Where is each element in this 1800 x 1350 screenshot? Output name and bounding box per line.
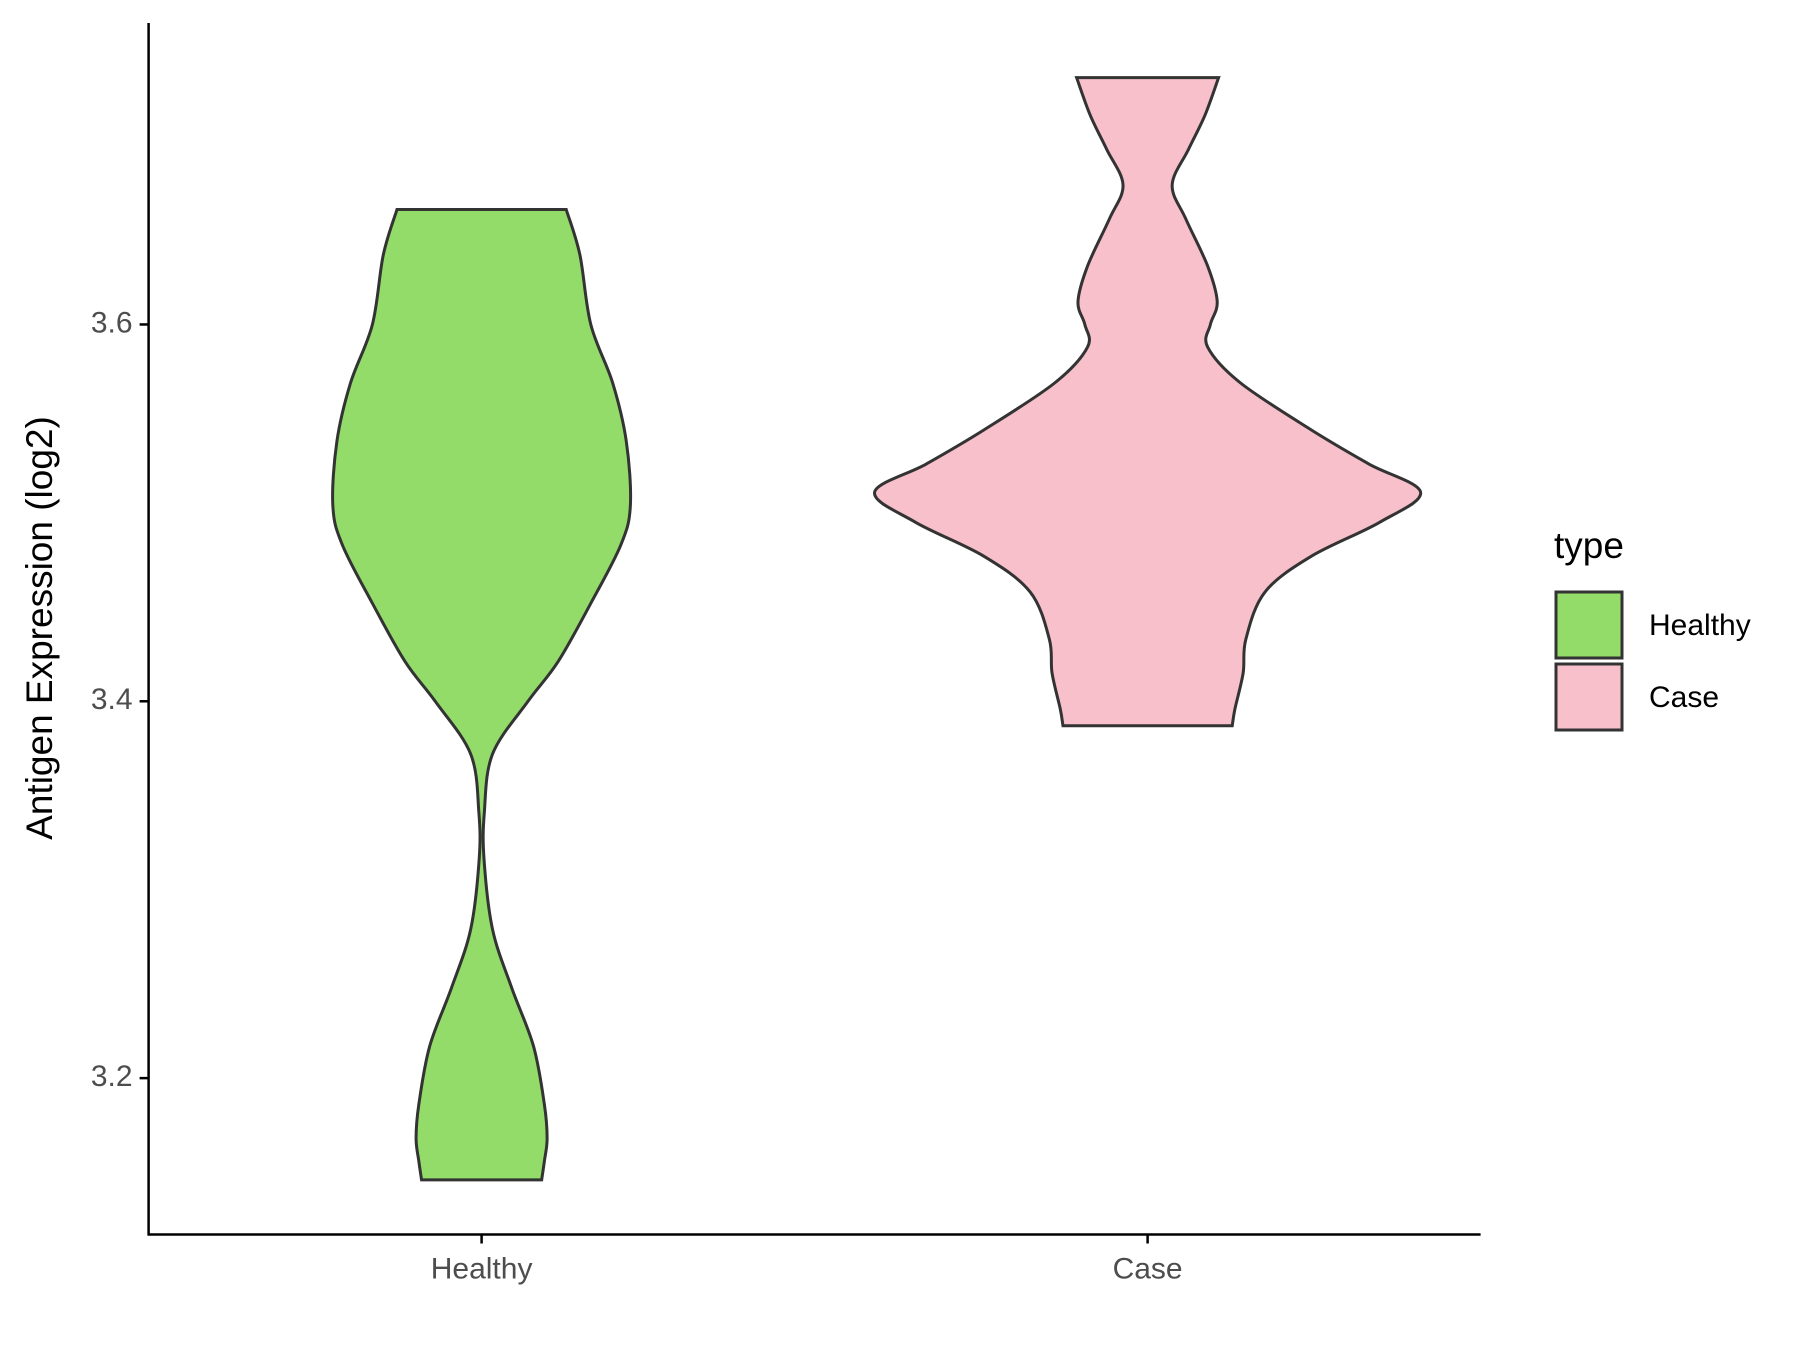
y-tick-label: 3.6 (91, 306, 133, 339)
legend-title: type (1554, 525, 1624, 566)
legend-key (1554, 590, 1624, 660)
violin (873, 76, 1423, 728)
violin (331, 208, 633, 1182)
legend-label: Case (1649, 681, 1719, 714)
y-tick-label: 3.4 (91, 683, 133, 716)
x-tick-label: Healthy (431, 1252, 533, 1285)
x-tick-label: Case (1113, 1252, 1183, 1285)
legend-key (1554, 662, 1624, 732)
y-tick-label: 3.2 (91, 1060, 133, 1093)
y-axis-title: Antigen Expression (log2) (19, 416, 60, 840)
legend-label: Healthy (1649, 609, 1751, 642)
